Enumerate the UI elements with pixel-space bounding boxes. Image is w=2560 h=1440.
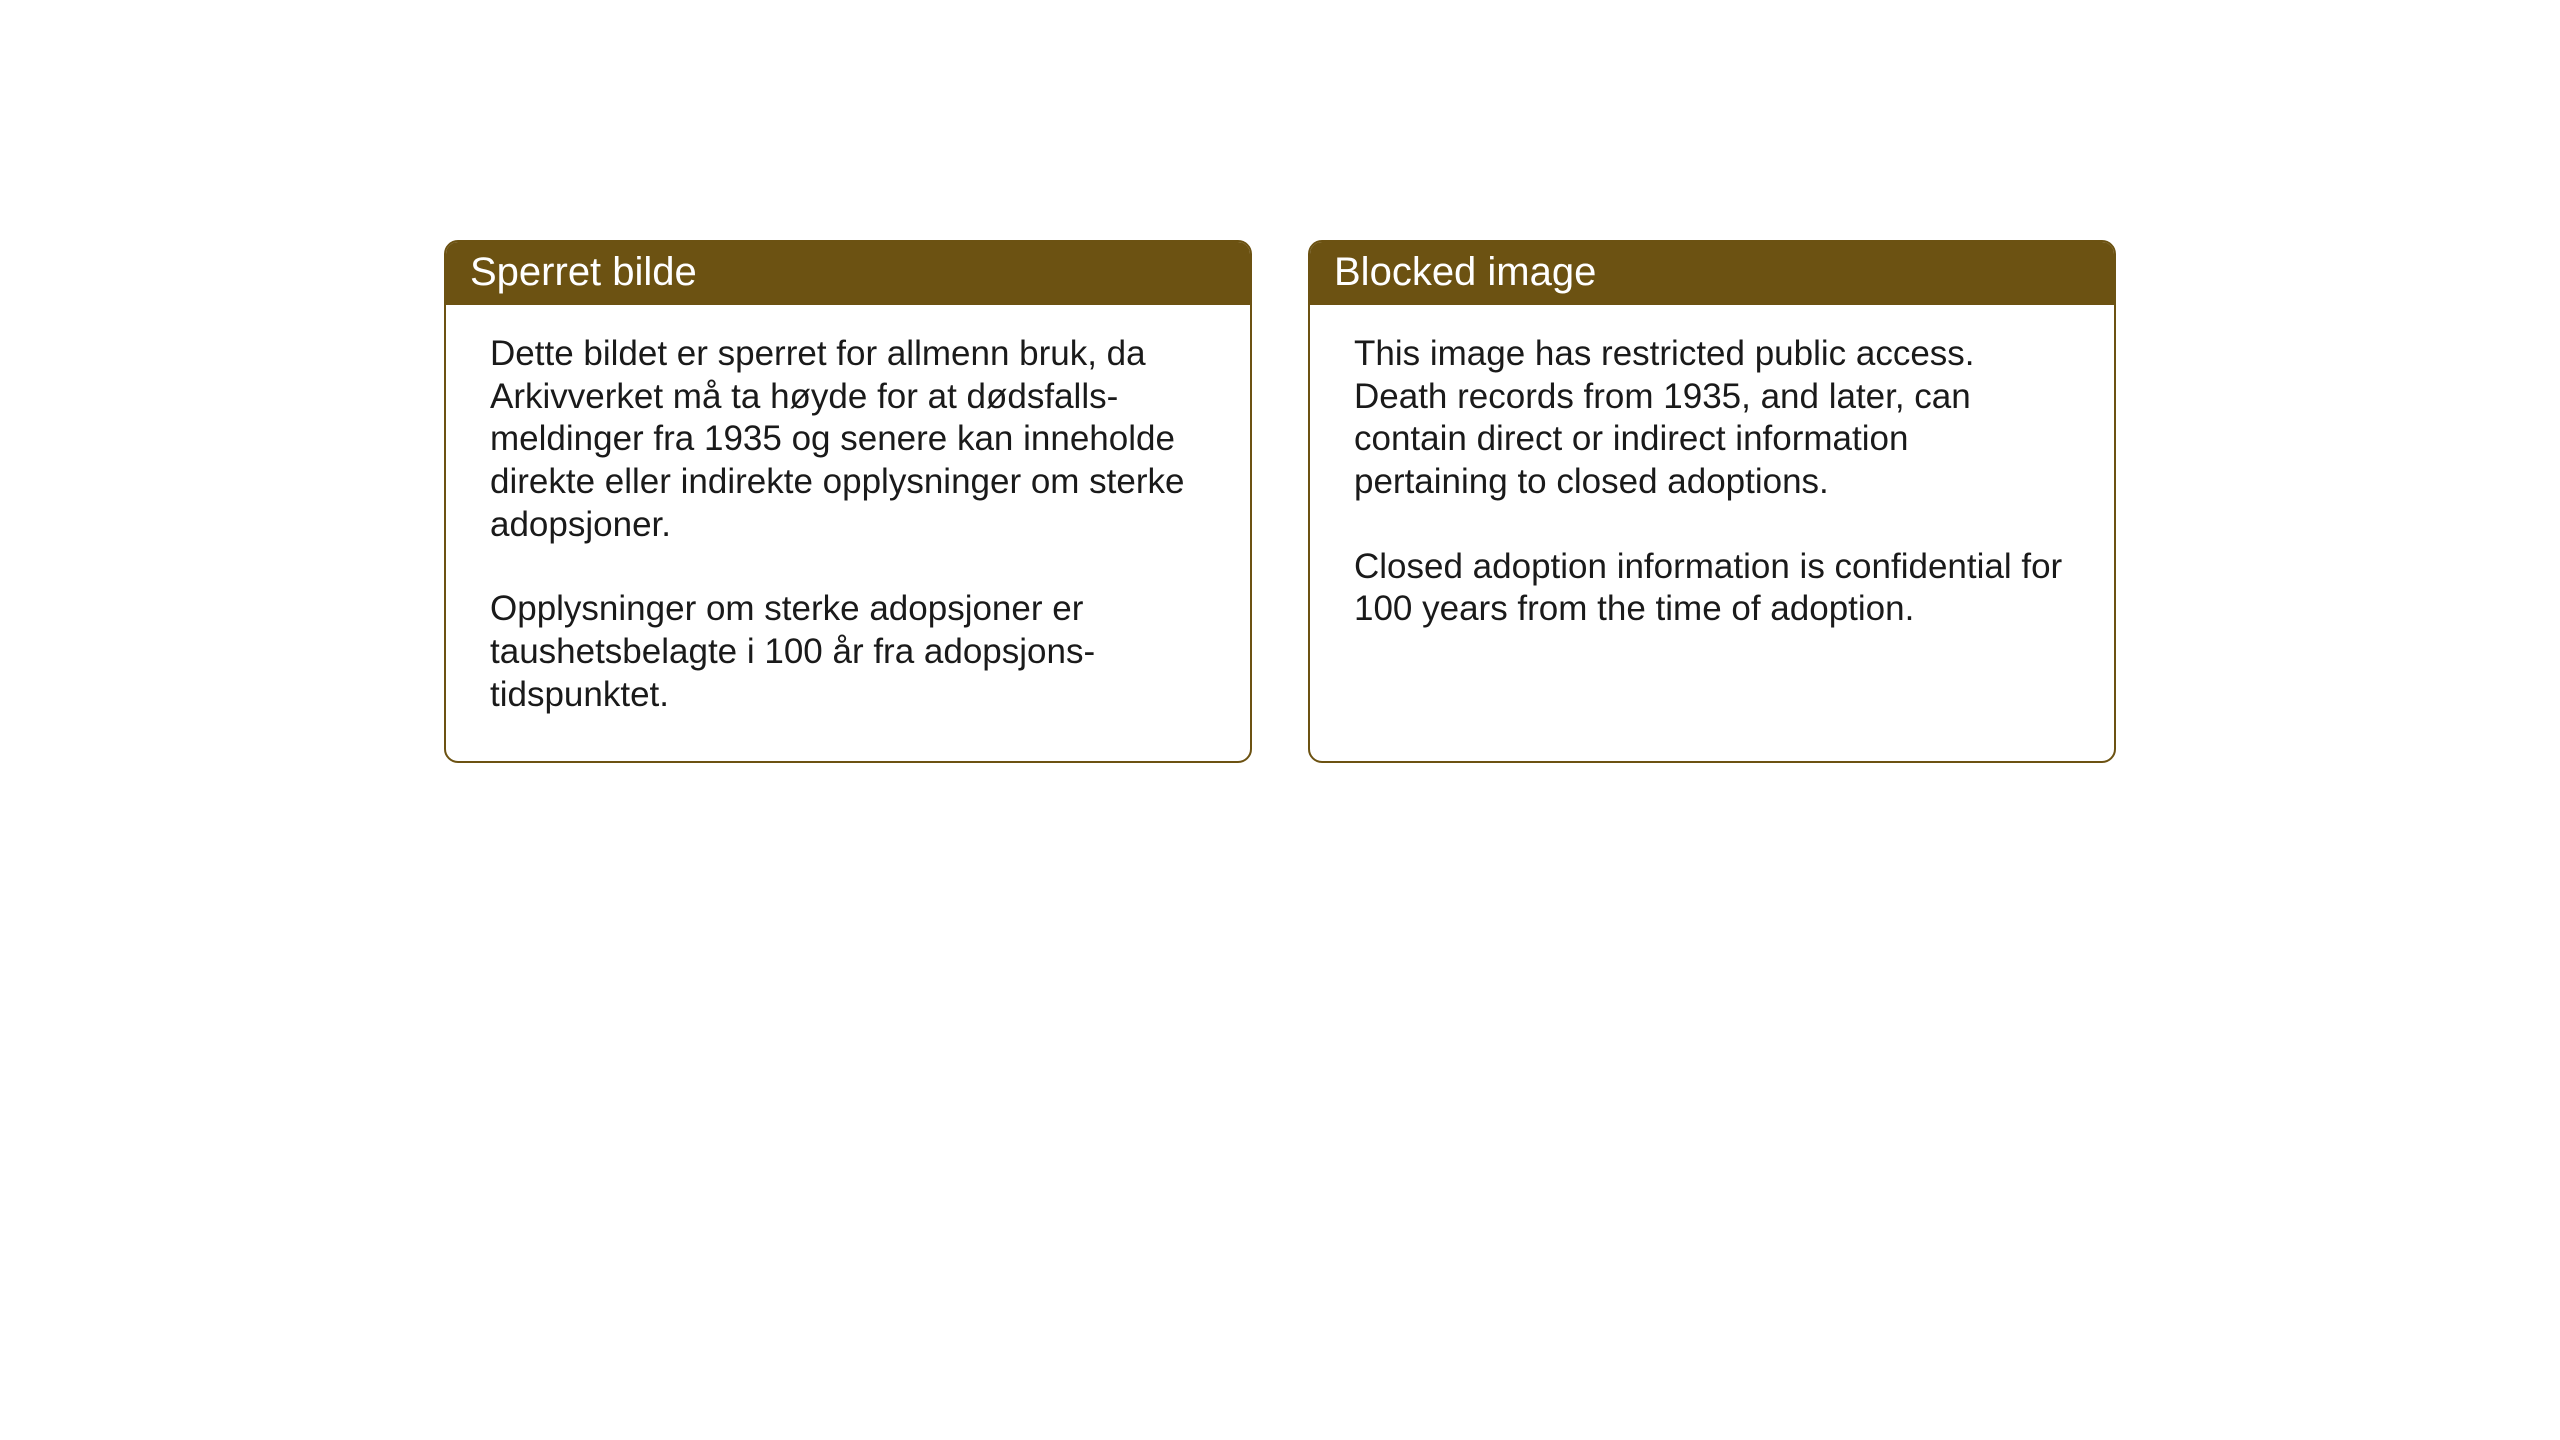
notice-title-norwegian: Sperret bilde: [470, 250, 697, 294]
notice-body-english: This image has restricted public access.…: [1310, 305, 2114, 745]
notice-title-english: Blocked image: [1334, 250, 1596, 294]
notice-card-english: Blocked image This image has restricted …: [1308, 240, 2116, 763]
notice-paragraph-2-norwegian: Opplysninger om sterke adopsjoner er tau…: [490, 588, 1206, 716]
notice-paragraph-2-english: Closed adoption information is confident…: [1354, 546, 2070, 631]
notice-paragraph-1-norwegian: Dette bildet er sperret for allmenn bruk…: [490, 333, 1206, 546]
notice-header-english: Blocked image: [1310, 242, 2114, 305]
notice-container: Sperret bilde Dette bildet er sperret fo…: [444, 240, 2116, 763]
notice-card-norwegian: Sperret bilde Dette bildet er sperret fo…: [444, 240, 1252, 763]
notice-body-norwegian: Dette bildet er sperret for allmenn bruk…: [446, 305, 1250, 761]
notice-header-norwegian: Sperret bilde: [446, 242, 1250, 305]
notice-paragraph-1-english: This image has restricted public access.…: [1354, 333, 2070, 504]
